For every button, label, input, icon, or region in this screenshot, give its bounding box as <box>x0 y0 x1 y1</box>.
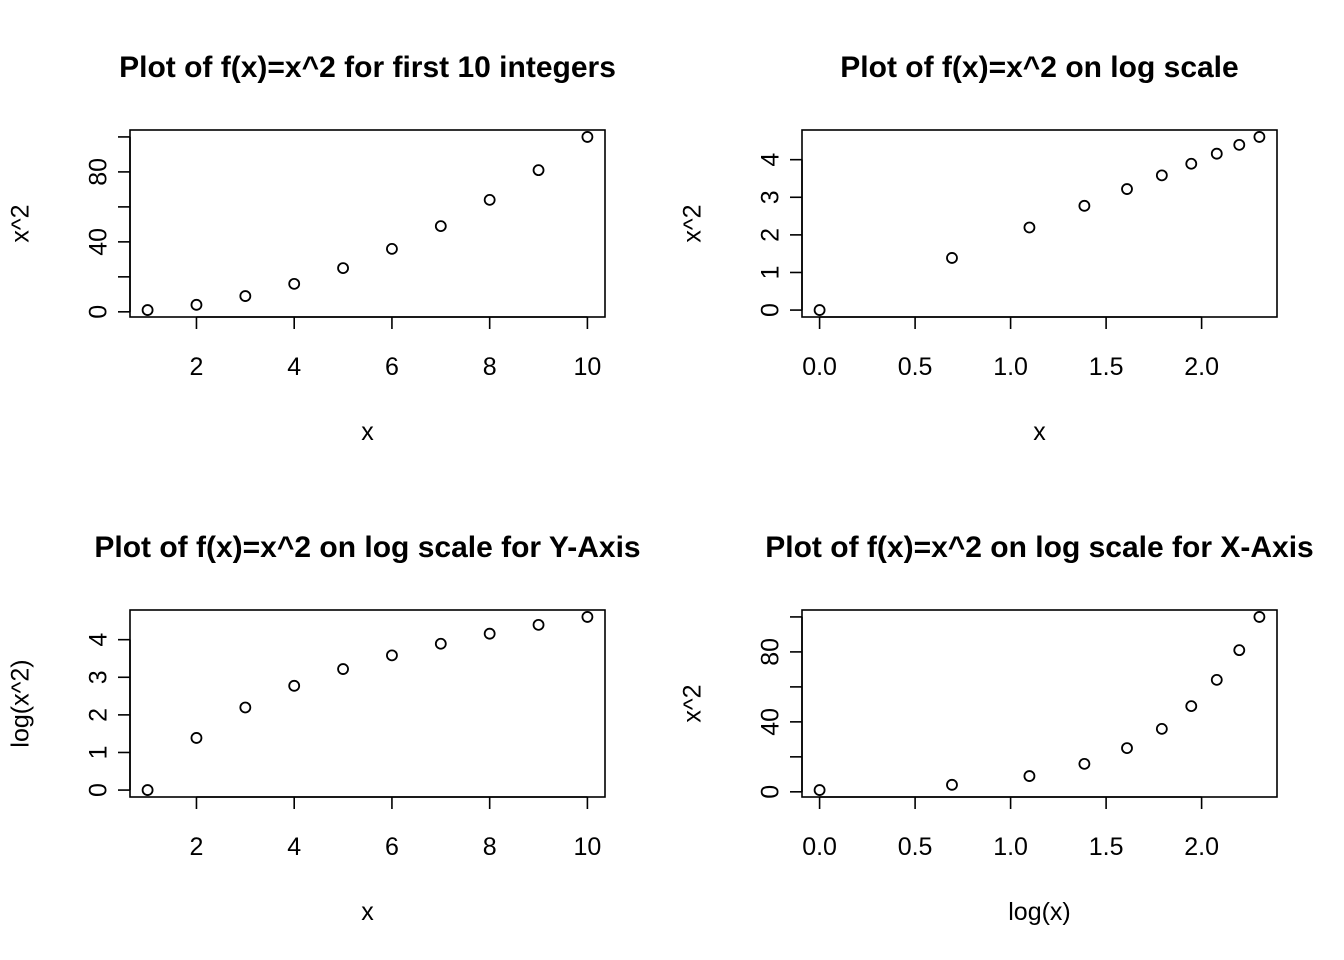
plot-frame <box>129 129 606 318</box>
x-tick-label: 2.0 <box>1184 353 1219 381</box>
data-point <box>1155 169 1168 182</box>
y-tick-label: 80 <box>757 638 785 666</box>
panel-1: Plot of f(x)=x^2 for first 10 integers 2 4… <box>7 51 616 446</box>
x-tick-label: 2 <box>190 353 204 381</box>
data-point <box>337 262 349 274</box>
y-tick-label: 3 <box>757 190 785 204</box>
x-tick-label: 1.0 <box>993 353 1028 381</box>
data-point <box>1121 183 1133 195</box>
x-axis-label: x <box>1033 418 1046 446</box>
x-tick-label: 0.0 <box>802 833 837 861</box>
x-tick-label: 0.0 <box>802 353 837 381</box>
x-tick-label: 8 <box>483 833 497 861</box>
y-tick-label: 2 <box>757 228 785 242</box>
x-axis-label: log(x) <box>1008 898 1071 926</box>
data-point <box>813 784 826 796</box>
x-tick-label: 4 <box>287 353 301 381</box>
data-point <box>532 164 545 177</box>
data-point <box>946 252 958 264</box>
chart-title: Plot of f(x)=x^2 for first 10 integers <box>119 51 616 84</box>
data-point <box>483 627 496 640</box>
chart-title: Plot of f(x)=x^2 on log scale for Y-Axis <box>94 531 640 564</box>
data-point <box>386 649 398 662</box>
data-point <box>1253 611 1266 623</box>
data-point <box>190 298 203 311</box>
data-point <box>1253 131 1266 143</box>
y-tick-label: 0 <box>757 785 785 799</box>
data-point <box>581 611 594 623</box>
x-tick-label: 1.5 <box>1089 833 1124 861</box>
y-tick-label: 0 <box>85 305 113 319</box>
plot-frame <box>801 129 1278 318</box>
data-point <box>337 663 349 675</box>
y-tick-label: 4 <box>85 633 113 647</box>
data-point <box>190 732 203 744</box>
data-point <box>1185 157 1198 170</box>
data-point <box>1023 221 1036 234</box>
x-tick-label: 6 <box>385 353 399 381</box>
chart-title: Plot of f(x)=x^2 on log scale for X-Axis <box>765 531 1313 564</box>
data-point <box>946 778 958 791</box>
y-tick-label: 40 <box>85 228 113 256</box>
y-tick-label: 1 <box>85 746 113 760</box>
panel-4: Plot of f(x)=x^2 on log scale for X-Axis… <box>679 531 1314 926</box>
plot-frame <box>801 609 1278 798</box>
data-point <box>483 193 496 206</box>
panel-2: Plot of f(x)=x^2 on log scale 0.0 0.5 1.0 1.… <box>679 51 1278 446</box>
data-point <box>239 290 252 302</box>
x-axis-label: x <box>361 418 374 446</box>
data-point <box>1155 722 1168 735</box>
data-point <box>532 618 545 631</box>
data-point <box>434 637 447 650</box>
data-point <box>141 304 154 316</box>
data-point <box>1210 147 1223 160</box>
y-axis-label: x^2 <box>679 204 707 242</box>
data-point <box>288 679 301 692</box>
y-axis-label: x^2 <box>7 204 35 242</box>
data-point <box>288 277 301 290</box>
x-tick-label: 2.0 <box>1184 833 1219 861</box>
data-point <box>386 242 398 255</box>
y-axis-label: log(x^2) <box>7 659 35 747</box>
y-tick-label: 3 <box>85 670 113 684</box>
x-tick-label: 0.5 <box>898 353 933 381</box>
data-point <box>1233 138 1246 151</box>
data-point <box>434 220 447 233</box>
y-tick-label: 0 <box>757 303 785 317</box>
x-tick-label: 6 <box>385 833 399 861</box>
x-tick-label: 0.5 <box>898 833 933 861</box>
y-tick-label: 4 <box>757 153 785 167</box>
x-tick-label: 2 <box>190 833 204 861</box>
data-point <box>1185 700 1198 713</box>
x-tick-label: 1.5 <box>1089 353 1124 381</box>
data-point <box>239 701 252 714</box>
data-point <box>1078 199 1091 212</box>
data-point <box>1233 644 1246 657</box>
chart-title: Plot of f(x)=x^2 on log scale <box>840 51 1238 84</box>
y-tick-label: 2 <box>85 708 113 722</box>
x-axis-label: x <box>361 898 374 926</box>
data-point <box>813 304 826 316</box>
data-point <box>141 784 154 796</box>
x-tick-label: 8 <box>483 353 497 381</box>
x-tick-label: 4 <box>287 833 301 861</box>
data-point <box>581 131 594 143</box>
x-tick-label: 10 <box>574 833 602 861</box>
data-point <box>1210 673 1223 686</box>
y-tick-label: 40 <box>757 708 785 736</box>
y-tick-label: 80 <box>85 158 113 186</box>
data-point <box>1078 757 1091 770</box>
plot-frame <box>129 609 606 798</box>
y-tick-label: 0 <box>85 783 113 797</box>
data-point <box>1023 770 1036 782</box>
y-axis-label: x^2 <box>679 684 707 722</box>
panel-3: Plot of f(x)=x^2 on log scale for Y-Axis… <box>7 531 641 926</box>
x-tick-label: 1.0 <box>993 833 1028 861</box>
data-point <box>1121 742 1133 754</box>
x-tick-label: 10 <box>574 353 602 381</box>
y-tick-label: 1 <box>757 266 785 280</box>
